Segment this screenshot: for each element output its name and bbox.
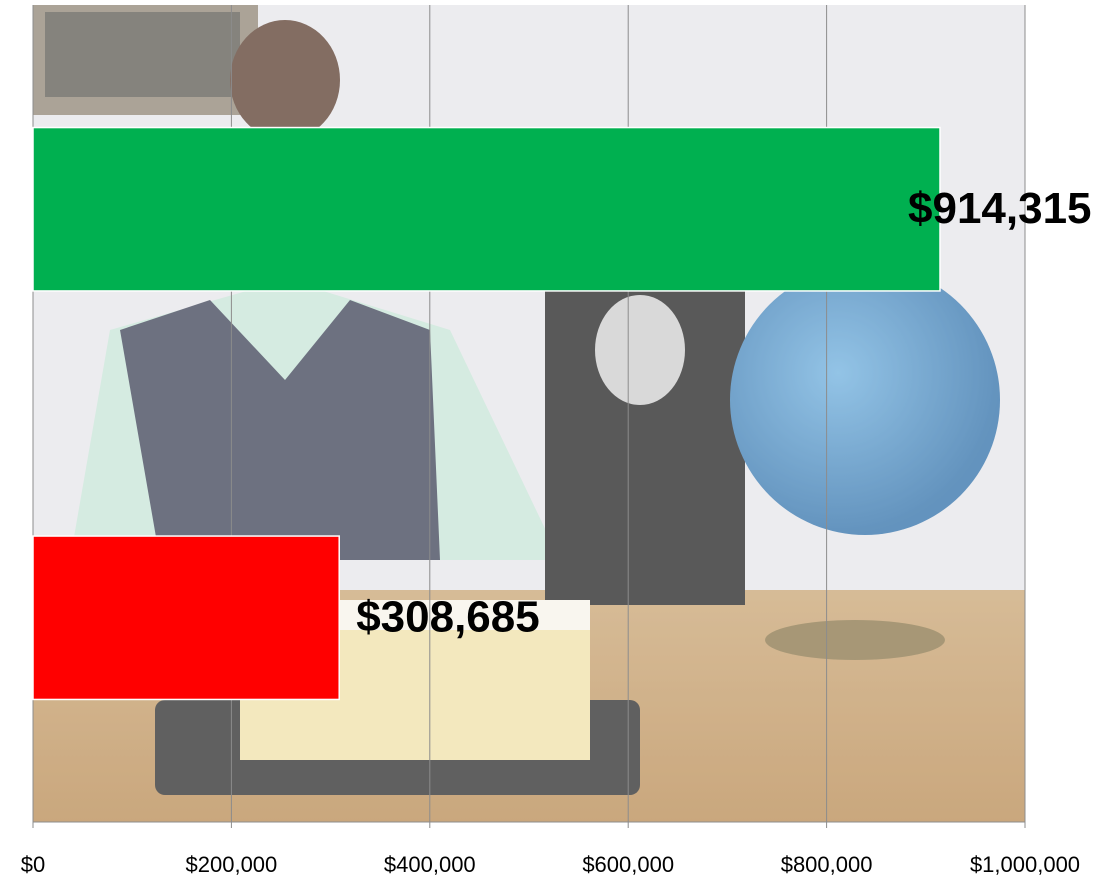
value-label: $914,315: [908, 184, 1092, 233]
chart: $0 $200,000 $400,000 $600,000 $800,000 $1,000…: [0, 0, 1101, 882]
x-tick-label: $1,000,000: [970, 852, 1080, 877]
x-tick-label: $200,000: [186, 852, 278, 877]
x-tick-label: $800,000: [781, 852, 873, 877]
page: {"chart_data": {"type": "hbar", "categor…: [0, 0, 1101, 882]
x-tick-label: $0: [21, 852, 45, 877]
bar: [33, 536, 339, 699]
bar: [33, 128, 940, 291]
x-tick-label: $600,000: [582, 852, 674, 877]
value-label: $308,685: [356, 592, 540, 641]
x-tick-label: $400,000: [384, 852, 476, 877]
